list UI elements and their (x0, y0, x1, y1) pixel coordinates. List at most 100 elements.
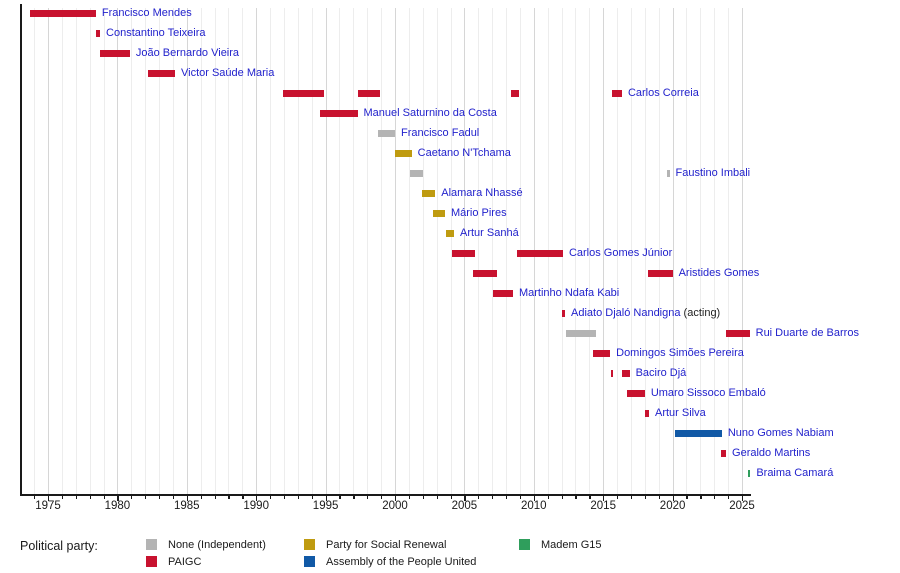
person-label[interactable]: João Bernardo Vieira (136, 47, 239, 60)
person-name[interactable]: Domingos Simões Pereira (616, 347, 744, 359)
gridline (270, 8, 272, 494)
person-label[interactable]: Victor Saúde Maria (181, 67, 274, 80)
person-label[interactable]: Carlos Gomes Júnior (569, 247, 672, 260)
axis-tick (450, 495, 452, 499)
axis-tick (339, 495, 341, 499)
person-label[interactable]: Rui Duarte de Barros (756, 327, 859, 340)
person-name[interactable]: Braima Camará (756, 467, 834, 479)
axis-tick (186, 495, 188, 501)
person-label[interactable]: Carlos Correia (628, 87, 699, 100)
gridline (742, 8, 743, 494)
gridline (492, 8, 494, 494)
axis-tick (561, 495, 563, 499)
person-name[interactable]: Geraldo Martins (732, 447, 811, 459)
person-name[interactable]: Baciro Djá (635, 367, 687, 379)
person-name[interactable]: Carlos Correia (627, 87, 699, 99)
axis-tick (61, 495, 64, 499)
axis-tick-label: 2005 (451, 500, 478, 512)
gridline (159, 8, 161, 494)
gridline (450, 8, 452, 494)
axis-tick (644, 495, 647, 499)
person-name[interactable]: Mário Pires (450, 207, 507, 219)
legend-label-paigc: PAIGC (168, 556, 202, 568)
person-label[interactable]: Francisco Fadul (401, 127, 479, 140)
axis-tick (103, 495, 105, 499)
legend-label-none: None (Independent) (168, 539, 266, 551)
person-label[interactable]: Adiato Djaló Nandigna (acting) (571, 307, 720, 320)
person-name[interactable]: Faustino Imbali (675, 167, 751, 179)
person-label[interactable]: Constantino Teixeira (106, 27, 205, 40)
axis-tick-label: 2020 (659, 500, 686, 512)
person-name[interactable]: João Bernardo Vieira (135, 47, 240, 59)
gridline (145, 8, 147, 494)
gridline (214, 8, 216, 494)
person-label[interactable]: Umaro Sissoco Embaló (651, 387, 766, 400)
person-label[interactable]: Faustino Imbali (676, 167, 751, 180)
person-label[interactable]: Artur Sanhá (460, 227, 519, 240)
axis-tick-label: 2010 (521, 500, 547, 512)
person-label[interactable]: Artur Silva (655, 407, 706, 420)
gridline (61, 8, 63, 494)
person-name[interactable]: Nuno Gomes Nabiam (727, 427, 834, 439)
axis-tick (506, 495, 508, 499)
person-label[interactable]: Manuel Saturnino da Costa (364, 107, 497, 120)
person-label[interactable]: Aristides Gomes (679, 267, 760, 280)
legend-label-madem: Madem G15 (541, 539, 602, 551)
person-label[interactable]: Domingos Simões Pereira (616, 347, 744, 360)
person-name[interactable]: Martinho Ndafa Kabi (518, 287, 620, 299)
person-label[interactable]: Alamara Nhassé (441, 187, 522, 200)
term-bar (626, 390, 645, 397)
person-label[interactable]: Martinho Ndafa Kabi (519, 287, 619, 300)
person-name[interactable]: Constantino Teixeira (106, 27, 206, 39)
legend-swatch-prs (304, 539, 315, 550)
person-name[interactable]: Francisco Fadul (401, 127, 480, 139)
person-name[interactable]: Carlos Gomes Júnior (568, 247, 673, 259)
person-name[interactable]: Francisco Mendes (101, 7, 192, 19)
axis-tick (381, 495, 383, 499)
axis-tick (408, 495, 411, 499)
person-name[interactable]: Artur Sanhá (459, 227, 519, 239)
gridline (436, 8, 438, 494)
axis-tick (395, 495, 397, 501)
person-name[interactable]: Adiato Djaló Nandigna (571, 307, 681, 319)
gridline (131, 8, 133, 494)
person-label[interactable]: Francisco Mendes (102, 7, 192, 20)
person-name[interactable]: Umaro Sissoco Embaló (650, 387, 766, 399)
legend-swatch-paigc (146, 556, 157, 567)
legend-swatch-apu (304, 556, 315, 567)
person-name[interactable]: Manuel Saturnino da Costa (363, 107, 497, 119)
person-name[interactable]: Rui Duarte de Barros (755, 327, 859, 339)
x-axis-line (20, 494, 751, 496)
person-name[interactable]: Aristides Gomes (678, 267, 760, 279)
person-label[interactable]: Mário Pires (451, 207, 507, 220)
person-label[interactable]: Baciro Djá (636, 367, 687, 380)
term-bar (282, 90, 324, 97)
axis-tick (603, 495, 605, 501)
gridline (575, 8, 577, 494)
axis-tick (117, 495, 119, 501)
term-bar (451, 250, 475, 257)
person-label[interactable]: Geraldo Martins (732, 447, 810, 460)
axis-tick-label: 1995 (312, 500, 339, 512)
gridline (117, 8, 119, 494)
person-label[interactable]: Braima Camará (756, 467, 833, 480)
legend-label-apu: Assembly of the People United (326, 556, 477, 568)
axis-tick-label: 2025 (729, 500, 755, 512)
term-bar (492, 290, 513, 297)
axis-tick (686, 495, 688, 499)
axis-tick (228, 495, 230, 499)
axis-tick (367, 495, 369, 499)
axis-tick (89, 495, 91, 499)
person-label[interactable]: Caetano N'Tchama (418, 147, 511, 160)
axis-tick (131, 495, 133, 499)
gridline (478, 8, 480, 494)
person-name[interactable]: Victor Saúde Maria (181, 67, 275, 79)
person-name[interactable]: Caetano N'Tchama (417, 147, 511, 159)
axis-tick (34, 495, 36, 499)
person-name[interactable]: Alamara Nhassé (441, 187, 523, 199)
axis-tick (589, 495, 591, 499)
axis-tick (311, 495, 313, 499)
person-label[interactable]: Nuno Gomes Nabiam (728, 427, 834, 440)
person-name[interactable]: Artur Silva (655, 407, 706, 419)
